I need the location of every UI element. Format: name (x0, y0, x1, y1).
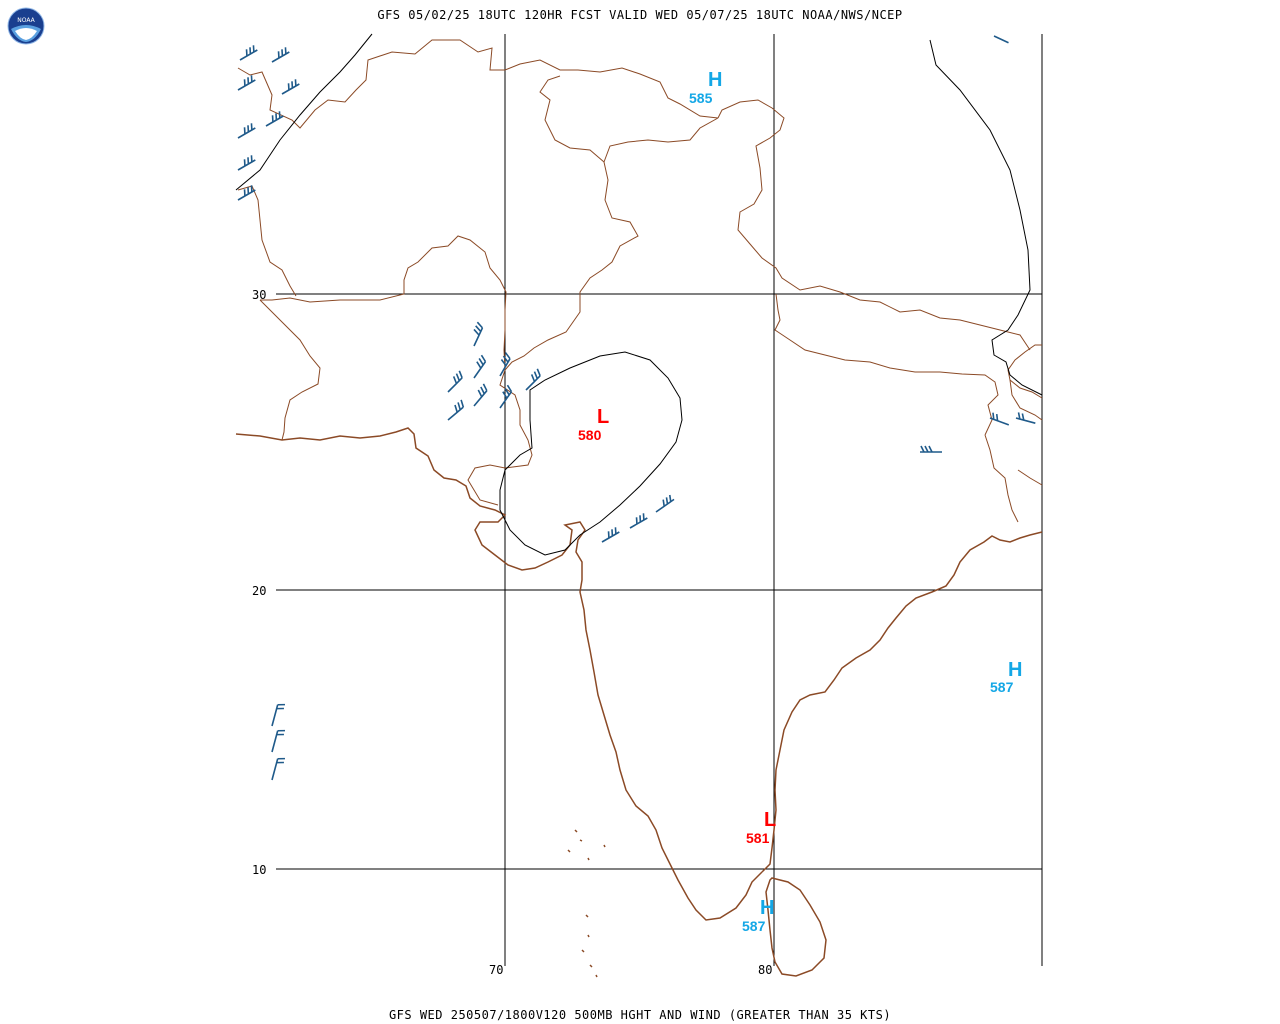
high-value: 587 (742, 918, 766, 934)
lon-label-80: 80 (758, 963, 772, 977)
high-center-587-south: H 587 (742, 897, 774, 934)
political-borders (237, 39, 1043, 523)
low-value: 581 (746, 830, 770, 846)
high-symbol: H (1008, 659, 1022, 681)
high-value: 587 (990, 679, 1014, 695)
high-symbol: H (708, 69, 722, 91)
height-contours (235, 33, 1043, 556)
pressure-centers: H 585 L 580 H 587 L 581 H 587 (578, 69, 1022, 934)
high-symbol: H (760, 897, 774, 919)
contour-northwest (235, 33, 373, 191)
lon-label-70: 70 (489, 963, 503, 977)
low-symbol: L (764, 809, 776, 831)
contour-east (929, 39, 1043, 396)
map-footer: GFS WED 250507/1800V120 500MB HGHT AND W… (388, 1008, 892, 1022)
lat-lon-grid (276, 34, 1043, 966)
map-title: GFS 05/02/25 18UTC 120HR FCST VALID WED … (377, 8, 903, 22)
high-value: 585 (689, 90, 713, 106)
low-symbol: L (597, 406, 609, 428)
high-center-587-east: H 587 (990, 659, 1022, 695)
coastline (235, 427, 1043, 978)
low-center-581: L 581 (746, 809, 776, 846)
contour-low-580 (499, 351, 683, 556)
noaa-logo-text: NOAA (17, 17, 35, 24)
lat-label-10: 10 (252, 863, 266, 877)
noaa-logo-icon: NOAA (7, 7, 45, 45)
lat-label-20: 20 (252, 584, 266, 598)
low-value: 580 (578, 427, 602, 443)
wind-barbs (237, 35, 1036, 781)
lat-label-30: 30 (252, 288, 266, 302)
high-center-585: H 585 (689, 69, 722, 106)
low-center-580: L 580 (578, 406, 609, 443)
